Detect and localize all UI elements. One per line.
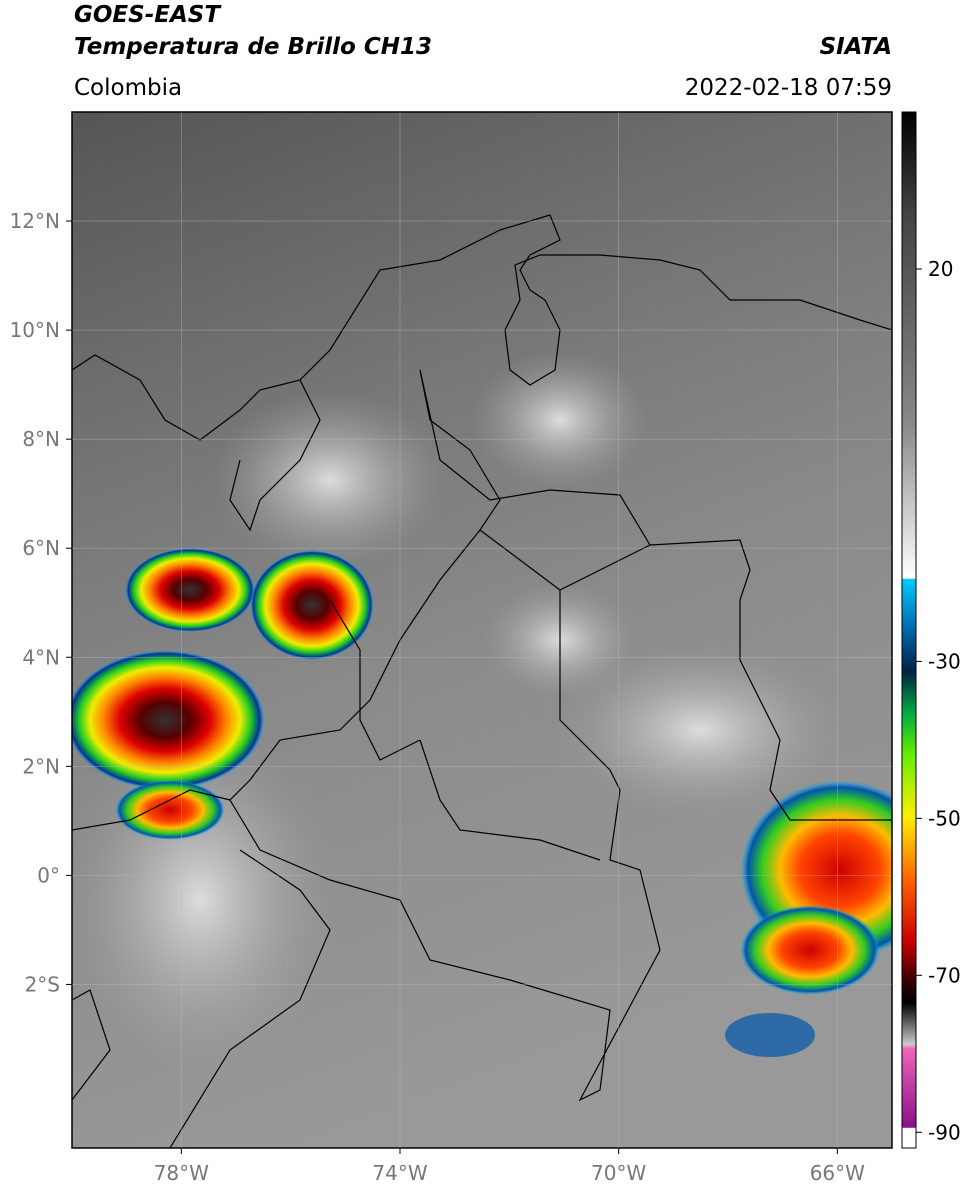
- colorbar-tick-label: -30: [928, 649, 961, 673]
- y-tick-label: 0°: [37, 863, 60, 887]
- source: SIATA: [820, 34, 892, 60]
- map-image: [72, 112, 892, 1148]
- colorbar-tick-label: -50: [928, 806, 961, 830]
- subtitle: Temperatura de Brillo CH13: [74, 34, 432, 60]
- x-tick-label: 78°W: [154, 1161, 209, 1185]
- y-tick-label: 8°N: [22, 427, 60, 451]
- y-tick-label: 2°S: [25, 972, 60, 996]
- title: GOES-EAST: [74, 2, 222, 28]
- y-tick-label: 10°N: [10, 318, 60, 342]
- colorbar-tick-label: -70: [928, 963, 961, 987]
- y-tick-label: 12°N: [10, 209, 60, 233]
- y-tick-label: 6°N: [22, 536, 60, 560]
- x-tick-label: 70°W: [591, 1161, 646, 1185]
- y-tick-label: 4°N: [22, 645, 60, 669]
- y-tick-label: 2°N: [22, 754, 60, 778]
- colorbar-tick-label: 20: [928, 257, 953, 281]
- x-tick-label: 74°W: [372, 1161, 427, 1185]
- region: Colombia: [74, 75, 182, 101]
- datetime: 2022-02-18 07:59: [685, 75, 892, 101]
- colorbar-tick-label: -90: [928, 1120, 961, 1144]
- colorbar: [901, 111, 917, 1149]
- x-tick-label: 66°W: [810, 1161, 865, 1185]
- map-frame: [71, 111, 893, 1149]
